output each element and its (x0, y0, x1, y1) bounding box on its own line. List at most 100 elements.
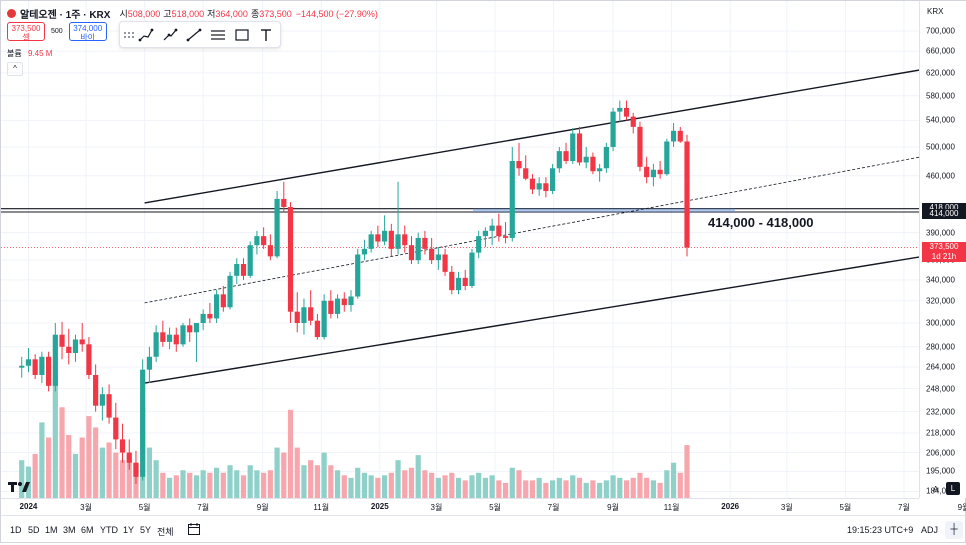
candle-body (281, 198, 287, 208)
range-1m-button[interactable]: 1M (45, 525, 58, 535)
range-5y-button[interactable]: 5Y (140, 525, 152, 535)
log-scale-button[interactable]: L (946, 482, 960, 495)
range-all-button[interactable]: 전체 (157, 527, 174, 537)
range-6m-button[interactable]: 6M (81, 525, 94, 535)
volume-bar (146, 447, 152, 498)
price-axis[interactable]: 700,000 660,000 620,000 580,000 540,000 500,0… (919, 1, 966, 498)
range-3m-button[interactable]: 3M (63, 525, 76, 535)
candle-body (361, 248, 368, 255)
volume-bar (160, 472, 166, 498)
price-tick: 620,000 (926, 68, 955, 78)
candle-body (234, 264, 240, 276)
candle-body (274, 198, 280, 257)
volume-bar (664, 470, 670, 498)
symbol-legend: 알테오젠 · 1주 · KRX 시 508,000 고 518,000 저 364,0… (7, 6, 378, 21)
candle-body (610, 111, 616, 147)
volume-bar (442, 475, 448, 498)
price-tick: 460,000 (926, 171, 955, 181)
adjust-dividends-button[interactable]: ADJ (921, 525, 939, 535)
volume-bar (455, 477, 462, 498)
volume-bar (126, 460, 132, 498)
clock-timezone[interactable]: 19:15:23 UTC+9 (847, 525, 914, 535)
multi-point-line-tool[interactable] (134, 25, 158, 45)
candle-body (509, 161, 515, 238)
go-to-date-button[interactable] (187, 522, 201, 538)
candle-body (52, 334, 58, 386)
candle-body (576, 133, 583, 163)
range-1d-button[interactable]: 1D (10, 525, 22, 535)
candle-body (19, 365, 25, 368)
volume-bar (583, 482, 589, 498)
candle-body (240, 264, 247, 276)
rectangle-tool[interactable] (230, 25, 254, 45)
price-tick: 232,000 (926, 407, 955, 417)
range-annotation[interactable]: 414,000 - 418,000 (708, 215, 814, 230)
volume-bar (355, 467, 361, 498)
volume-bar (402, 470, 408, 498)
sell-button[interactable]: 373,500 셀 (7, 22, 45, 42)
chart-pane[interactable]: 414,000 - 418,000 (1, 1, 919, 498)
tradingview-logo-icon (8, 482, 30, 492)
candle-body (180, 325, 186, 345)
tradingview-logo[interactable] (8, 481, 30, 496)
sell-price: 373,500 (11, 24, 41, 33)
auto-scale-button[interactable]: A (933, 485, 939, 494)
volume-bar (644, 477, 650, 498)
volume-bar (516, 470, 522, 498)
candle-body (650, 169, 656, 178)
volume-bar (395, 460, 401, 498)
volume-bar (294, 447, 300, 498)
close-label: 종 (250, 9, 260, 19)
volume-bar (617, 477, 623, 498)
price-tick: 195,000 (926, 466, 955, 476)
candle-body (261, 236, 267, 246)
text-icon (261, 28, 271, 41)
volume-bar (630, 477, 636, 498)
time-axis[interactable]: 2024 3월 5월 7월 9월 11월 2025 3월 5월 7월 9월 11월 2026 3월 5월 7월… (1, 498, 966, 515)
currency-label[interactable]: KRX (927, 7, 944, 16)
chevron-up-icon: ^ (13, 64, 17, 73)
candlestick-chart[interactable] (1, 1, 919, 498)
text-tool[interactable] (254, 25, 278, 45)
time-tick: 3월 (780, 503, 793, 512)
candle-body (294, 311, 300, 323)
drag-handle-icon[interactable] (124, 27, 134, 43)
candle-body (502, 236, 509, 238)
crosshair-icon: ┼ (950, 524, 958, 535)
volume-bar (341, 475, 347, 498)
line-style-tool[interactable] (206, 25, 230, 45)
volume-bar (422, 470, 428, 498)
volume-bar (19, 460, 25, 498)
candle-body (133, 462, 139, 477)
candle-body (328, 300, 334, 314)
expand-button[interactable]: ┼ (945, 521, 963, 539)
candle-body (321, 300, 327, 338)
symbol-name[interactable]: 알테오젠 · 1주 · KRX (20, 10, 111, 21)
spread-value: 500 (51, 28, 63, 35)
volume-bar (267, 470, 273, 498)
volume-bar (247, 465, 253, 498)
candle-body (66, 346, 72, 353)
trend-line-tool[interactable] (182, 25, 206, 45)
candle-body (207, 313, 213, 319)
candle-body (597, 168, 603, 172)
volume-bar (193, 475, 200, 498)
collapse-legend-button[interactable]: ^ (7, 62, 23, 76)
candle-body (523, 168, 529, 179)
price-tick: 660,000 (926, 46, 955, 56)
volume-bar (388, 472, 394, 498)
low-label: 저 (207, 9, 216, 19)
range-ytd-button[interactable]: YTD (100, 525, 118, 535)
range-1y-button[interactable]: 1Y (123, 525, 135, 535)
volume-bar (207, 472, 213, 498)
price-tick: 264,000 (926, 362, 955, 372)
upper-channel-line (144, 69, 919, 204)
rectangle-icon (235, 28, 249, 41)
buy-button[interactable]: 374,000 바이 (68, 22, 107, 42)
candle-body (355, 254, 361, 297)
path-tool[interactable] (158, 25, 182, 45)
candle-body (550, 168, 556, 192)
range-5d-button[interactable]: 5D (28, 525, 40, 535)
candle-body (455, 277, 462, 291)
candle-body (287, 207, 294, 312)
